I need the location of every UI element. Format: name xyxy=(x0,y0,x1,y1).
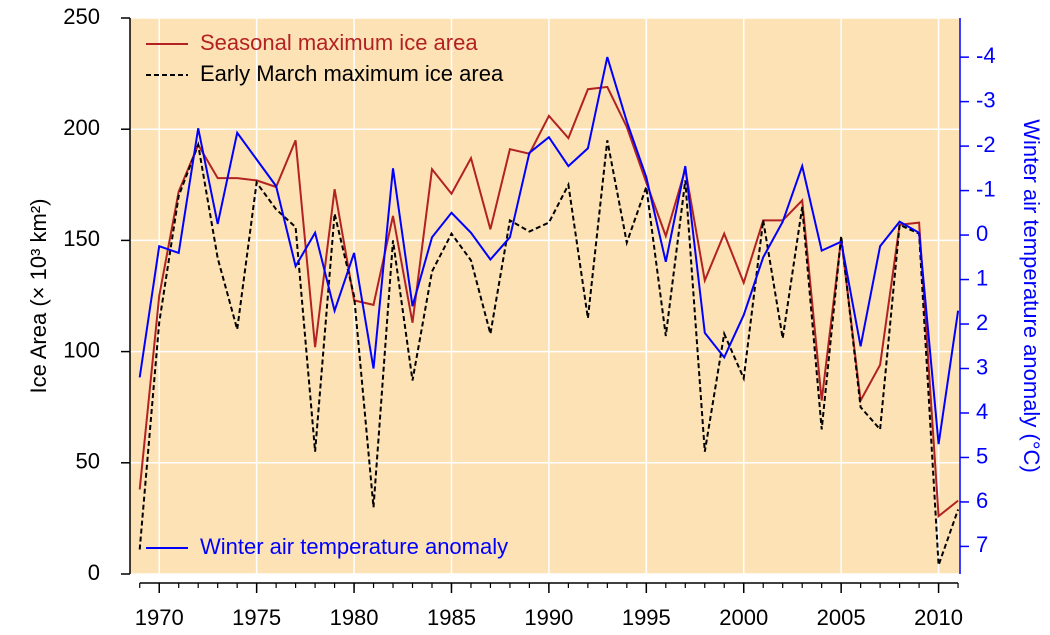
plot-background xyxy=(130,18,960,574)
y2-tick-label: 4 xyxy=(976,399,988,424)
x-tick-label: 2000 xyxy=(719,605,768,630)
x-tick-label: 1975 xyxy=(232,605,281,630)
y2-tick-label: 3 xyxy=(976,354,988,379)
x-tick-label: 1980 xyxy=(330,605,379,630)
y-tick-label: 0 xyxy=(88,560,100,585)
series-line xyxy=(138,56,960,445)
y-tick-label: 150 xyxy=(63,226,100,251)
y2-tick-label: 5 xyxy=(976,443,988,468)
x-tick-label: 2005 xyxy=(817,605,866,630)
y2-tick-label: 7 xyxy=(976,532,988,557)
y-tick-label: 200 xyxy=(63,115,100,140)
y2-tick-label: -4 xyxy=(976,43,996,68)
x-tick-label: 1990 xyxy=(524,605,573,630)
legend-label: Seasonal maximum ice area xyxy=(200,30,478,55)
y2-tick-label: -3 xyxy=(976,87,996,112)
y2-tick-label: 0 xyxy=(976,221,988,246)
y2-tick-label: 2 xyxy=(976,310,988,335)
y2-axis-label: Winter air temperature anomaly (°C) xyxy=(1019,119,1044,473)
y-tick-label: 250 xyxy=(63,4,100,29)
y2-tick-label: -1 xyxy=(976,176,996,201)
series-line xyxy=(138,140,960,566)
y2-tick-label: 6 xyxy=(976,488,988,513)
legend-label: Winter air temperature anomaly xyxy=(200,534,508,559)
y-axis-label: Ice Area (× 10³ km²) xyxy=(26,198,51,393)
x-tick-label: 2010 xyxy=(914,605,963,630)
y-tick-label: 100 xyxy=(63,337,100,362)
x-tick-label: 1970 xyxy=(135,605,184,630)
legend-label: Early March maximum ice area xyxy=(200,61,504,86)
y-tick-label: 50 xyxy=(76,449,100,474)
y2-tick-label: -2 xyxy=(976,132,996,157)
y2-tick-label: 1 xyxy=(976,265,988,290)
x-tick-label: 1985 xyxy=(427,605,476,630)
x-tick-label: 1995 xyxy=(622,605,671,630)
